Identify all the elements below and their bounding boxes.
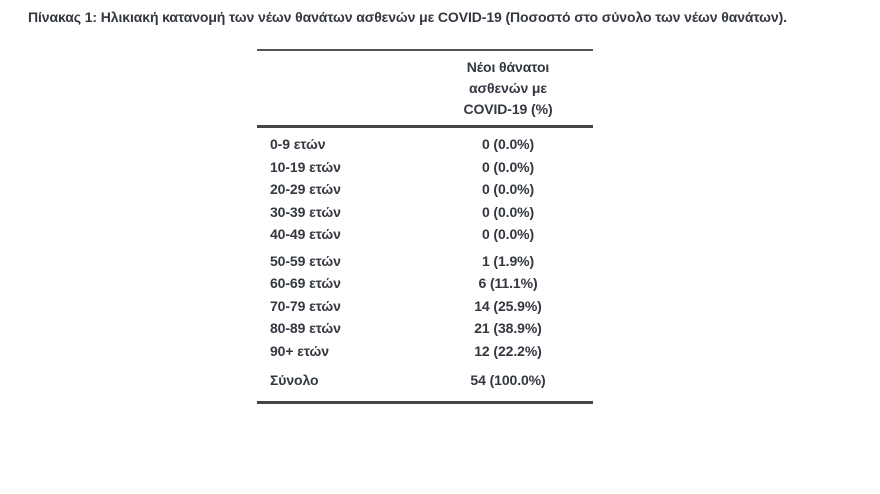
deaths-column-header-line3: COVID-19 (%) — [463, 101, 553, 117]
age-group-label: 60-69 ετών — [270, 275, 341, 292]
table-row: 70-79 ετών 14 (25.9%) — [257, 295, 593, 318]
age-rows-group-1: 0-9 ετών 0 (0.0%) 10-19 ετών 0 (0.0%) 20… — [257, 133, 593, 246]
table-row: 40-49 ετών 0 (0.0%) — [257, 223, 593, 246]
deaths-column-header: Νέοι θάνατοι ασθενών με COVID-19 (%) — [428, 57, 588, 120]
table-caption: Πίνακας 1: Ηλικιακή κατανομή των νέων θα… — [28, 9, 787, 25]
total-row: Σύνολο 54 (100.0%) — [257, 369, 593, 392]
deaths-value: 14 (25.9%) — [474, 297, 542, 314]
deaths-value: 0 (0.0%) — [481, 226, 535, 243]
age-group-label: 90+ ετών — [270, 342, 329, 359]
total-label: Σύνολο — [270, 372, 319, 389]
deaths-value: 0 (0.0%) — [481, 181, 535, 198]
age-group-label: 30-39 ετών — [270, 203, 341, 220]
deaths-value: 12 (22.2%) — [474, 342, 542, 359]
total-value: 54 (100.0%) — [470, 372, 546, 389]
age-group-label: 50-59 ετών — [270, 252, 341, 269]
age-distribution-table: Νέοι θάνατοι ασθενών με COVID-19 (%) 0-9… — [257, 49, 593, 404]
table-row: 60-69 ετών 6 (11.1%) — [257, 272, 593, 295]
deaths-value: 1 (1.9%) — [481, 252, 535, 269]
deaths-value: 0 (0.0%) — [481, 136, 535, 153]
age-group-label: 80-89 ετών — [270, 320, 341, 337]
deaths-value: 6 (11.1%) — [478, 275, 538, 292]
deaths-value: 0 (0.0%) — [481, 203, 535, 220]
age-rows-group-2: 50-59 ετών 1 (1.9%) 60-69 ετών 6 (11.1%)… — [257, 250, 593, 363]
table-row: 0-9 ετών 0 (0.0%) — [257, 133, 593, 156]
age-group-label: 0-9 ετών — [270, 136, 326, 153]
table-row: 30-39 ετών 0 (0.0%) — [257, 201, 593, 224]
table-header-row: Νέοι θάνατοι ασθενών με COVID-19 (%) — [257, 51, 593, 128]
deaths-value: 21 (38.9%) — [474, 320, 542, 337]
age-group-label: 70-79 ετών — [270, 297, 341, 314]
age-group-label: 10-19 ετών — [270, 158, 341, 175]
table-row: 90+ ετών 12 (22.2%) — [257, 340, 593, 363]
age-group-label: 40-49 ετών — [270, 226, 341, 243]
table-row: 20-29 ετών 0 (0.0%) — [257, 178, 593, 201]
table-row: 10-19 ετών 0 (0.0%) — [257, 156, 593, 179]
deaths-value: 0 (0.0%) — [481, 158, 535, 175]
total-group: Σύνολο 54 (100.0%) — [257, 369, 593, 392]
table-row: 50-59 ετών 1 (1.9%) — [257, 250, 593, 273]
age-group-label: 20-29 ετών — [270, 181, 341, 198]
deaths-column-header-line1: Νέοι θάνατοι — [466, 59, 550, 75]
deaths-column-header-line2: ασθενών με — [469, 80, 547, 96]
table-row: 80-89 ετών 21 (38.9%) — [257, 317, 593, 340]
